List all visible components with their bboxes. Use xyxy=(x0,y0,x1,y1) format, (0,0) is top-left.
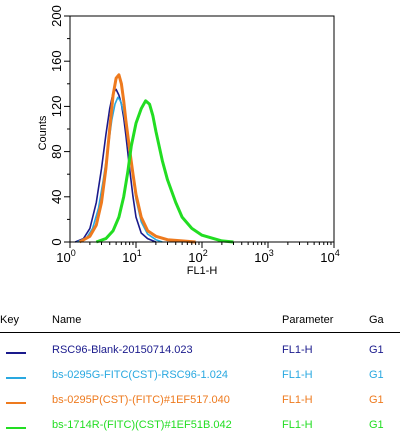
legend-header-key: Key xyxy=(0,314,19,326)
legend-cell-gate: G1 xyxy=(369,394,384,406)
series-line-4 xyxy=(95,99,234,244)
y-tick-label: 160 xyxy=(49,50,64,72)
legend-cell-parameter: FL1-H xyxy=(282,369,313,381)
legend-cell-parameter: FL1-H xyxy=(282,344,313,356)
legend-row: RSC96-Blank-20150714.023 FL1-H G1 xyxy=(0,342,400,362)
legend-swatch xyxy=(6,352,26,354)
legend-cell-name: RSC96-Blank-20150714.023 xyxy=(52,344,193,356)
legend-cell-name: bs-0295G-FITC(CST)-RSC96-1.024 xyxy=(52,369,229,381)
x-tick-label: 104 xyxy=(320,248,339,265)
legend-swatch xyxy=(6,377,26,379)
x-tick-label: 101 xyxy=(122,248,141,265)
x-tick-label: 100 xyxy=(56,248,75,265)
y-tick-label: 0 xyxy=(49,238,64,245)
y-tick-label: 120 xyxy=(49,96,64,118)
legend-row: bs-0295P(CST)-(FITC)#1EF517.040 FL1-H G1 xyxy=(0,392,400,412)
y-tick-label: 200 xyxy=(49,5,64,27)
legend-header-gate: Ga xyxy=(369,314,384,326)
legend-table: Key Name Parameter Ga RSC96-Blank-201507… xyxy=(0,306,400,431)
y-tick-label: 40 xyxy=(49,190,64,204)
series-line-1 xyxy=(74,88,157,243)
legend-divider xyxy=(0,332,400,333)
legend-cell-parameter: FL1-H xyxy=(282,394,313,406)
series-line-2 xyxy=(77,96,163,243)
legend-cell-name: bs-0295P(CST)-(FITC)#1EF517.040 xyxy=(52,394,230,406)
legend-swatch xyxy=(6,402,26,404)
legend-cell-gate: G1 xyxy=(369,369,384,381)
legend-cell-gate: G1 xyxy=(369,344,384,356)
legend-row: bs-1714R-(FITC)(CST)#1EF51B.042 FL1-H G1 xyxy=(0,417,400,437)
y-axis-title: Counts xyxy=(37,115,49,150)
legend-row: bs-0295G-FITC(CST)-RSC96-1.024 FL1-H G1 xyxy=(0,367,400,387)
legend-header-parameter: Parameter xyxy=(282,314,334,326)
series-line-3 xyxy=(78,73,196,244)
histogram-chart: 0 40 80 120 160 200 100 101 102 103 104 FL1-H Coun… xyxy=(37,5,340,277)
legend-header-name: Name xyxy=(52,314,82,326)
x-tick-label: 103 xyxy=(254,248,273,265)
y-tick-label: 80 xyxy=(49,144,64,158)
x-tick-label: 102 xyxy=(188,248,207,265)
x-axis-title: FL1-H xyxy=(187,265,218,277)
legend-swatch xyxy=(6,427,26,429)
